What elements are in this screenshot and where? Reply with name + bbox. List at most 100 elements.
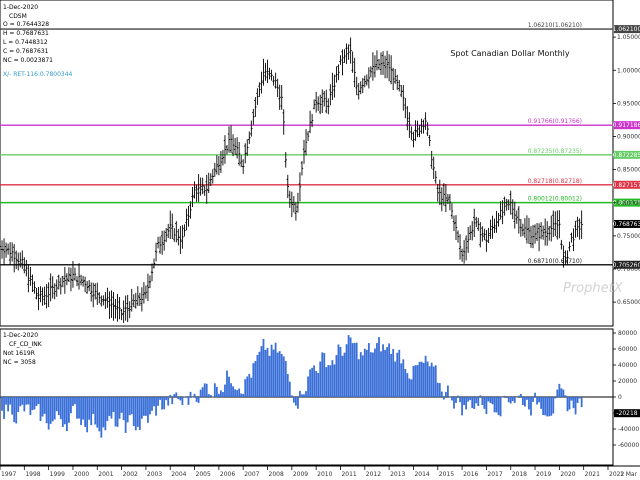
- net-position-bar: [378, 337, 380, 397]
- level-line-label: 0.80012(0.80012): [528, 196, 582, 203]
- price-axis-tick-label: 1.050000: [617, 34, 640, 41]
- net-position-bar: [116, 397, 119, 427]
- net-position-bar: [220, 390, 222, 397]
- net-position-bar: [96, 397, 99, 428]
- net-position-bar: [294, 397, 297, 406]
- net-position-bar: [331, 360, 334, 397]
- net-position-bar: [339, 346, 342, 397]
- net-position-bar: [59, 397, 62, 420]
- net-position-panel: 800006000040000200000-20000-40000-60000-…: [0, 328, 640, 466]
- net-position-bar: [420, 361, 423, 397]
- net-position-bar: [430, 362, 433, 397]
- net-position-bar: [65, 397, 68, 432]
- net-position-bar: [84, 397, 87, 427]
- net-position-bar: [394, 361, 397, 397]
- net-position-bar: [511, 397, 514, 402]
- net-position-bar: [290, 395, 293, 397]
- net-position-bar: [68, 397, 70, 423]
- net-position-bar: [175, 392, 178, 397]
- net-position-bar: [163, 397, 166, 410]
- net-position-bar: [76, 397, 78, 419]
- net-position-bar: [376, 343, 378, 397]
- net-position-bar: [197, 397, 200, 403]
- net-position-bar: [230, 383, 232, 397]
- net-position-bar: [57, 397, 60, 416]
- net-position-bar: [27, 397, 30, 405]
- net-position-bar: [13, 397, 16, 423]
- time-axis-tick-label: 2007: [244, 471, 259, 478]
- info-change: NC = 0.0023871: [3, 57, 53, 64]
- level-price-tag-text: 1.062100: [613, 26, 640, 33]
- last-net-tag-text: -20218: [616, 410, 637, 417]
- time-axis-tick-label: 2014: [414, 471, 429, 478]
- time-axis-tick-label: 2019: [536, 471, 551, 478]
- net-position-bar: [236, 390, 239, 397]
- net-position-bar: [359, 352, 362, 397]
- time-axis-tick-label: 1998: [25, 471, 40, 478]
- time-axis-tick-label: 2002: [123, 471, 138, 478]
- price-panel-frame: [0, 0, 614, 327]
- last-price-tag: [614, 219, 640, 228]
- net-info-date: 1-Dec-2020: [3, 332, 38, 339]
- net-position-bar: [570, 397, 573, 401]
- net-position-bar: [72, 397, 74, 406]
- info-study-line: X/- RET-116:0.7800344: [3, 71, 73, 78]
- time-axis-tick-label: 2022: [609, 471, 624, 478]
- net-position-bar: [199, 389, 202, 397]
- net-position-bar: [250, 377, 253, 397]
- net-position-bar: [165, 397, 168, 401]
- net-position-bar: [485, 397, 488, 415]
- net-position-bar: [92, 397, 95, 414]
- net-position-bar: [47, 397, 50, 430]
- time-axis-tick-label: 1999: [50, 471, 65, 478]
- net-position-bar: [521, 397, 524, 406]
- net-position-bar: [422, 362, 425, 397]
- net-position-bar: [110, 397, 113, 419]
- time-axis-tick-label: 2005: [196, 471, 211, 478]
- net-position-bar: [444, 391, 447, 397]
- net-position-bar: [380, 351, 382, 397]
- net-position-bar: [347, 335, 350, 397]
- time-axis-tick-label: 2012: [366, 471, 381, 478]
- net-position-bar: [564, 395, 567, 397]
- net-position-bar: [311, 367, 314, 397]
- net-position-bar: [209, 394, 212, 397]
- net-position-bar: [548, 397, 551, 417]
- net-position-bar: [357, 359, 360, 397]
- net-position-bar: [284, 360, 287, 397]
- net-position-bar: [467, 397, 470, 402]
- net-position-bar: [449, 396, 451, 398]
- chart-title: Spot Canadian Dollar Monthly: [450, 49, 570, 58]
- price-panel: 1.06210(1.06210) 1.062100 0.91766(0.91766)…: [0, 0, 640, 327]
- net-position-bar: [309, 369, 311, 397]
- net-position-bar: [51, 397, 54, 422]
- price-axis-area: [613, 0, 640, 326]
- net-position-bar: [337, 344, 340, 397]
- net-position-bar: [5, 397, 7, 405]
- net-position-bar: [0, 396, 1, 397]
- net-position-bar: [86, 397, 89, 433]
- net-position-bar: [286, 373, 289, 397]
- net-axis-tick-label: 60000: [618, 346, 637, 353]
- net-axis-tick-label: -60000: [618, 442, 639, 449]
- net-position-bar: [552, 397, 555, 414]
- time-axis-tick-label: 2004: [171, 471, 186, 478]
- net-position-bar: [388, 343, 391, 397]
- net-position-bar: [463, 397, 466, 406]
- time-axis-tick-label: 2011: [341, 471, 356, 478]
- net-position-bar: [120, 397, 123, 413]
- net-position-bar: [217, 393, 220, 397]
- net-position-bar: [305, 391, 307, 397]
- level-price-tag: [614, 121, 640, 130]
- info-open: O = 0.7644328: [3, 21, 49, 28]
- net-position-bar: [374, 348, 376, 397]
- net-position-bar: [205, 383, 208, 397]
- net-axis-tick-label: 80000: [618, 330, 637, 337]
- net-position-bar: [132, 397, 135, 427]
- time-axis-tick-label: 2008: [269, 471, 284, 478]
- last-net-tag: [614, 409, 640, 418]
- net-position-bar: [319, 361, 322, 397]
